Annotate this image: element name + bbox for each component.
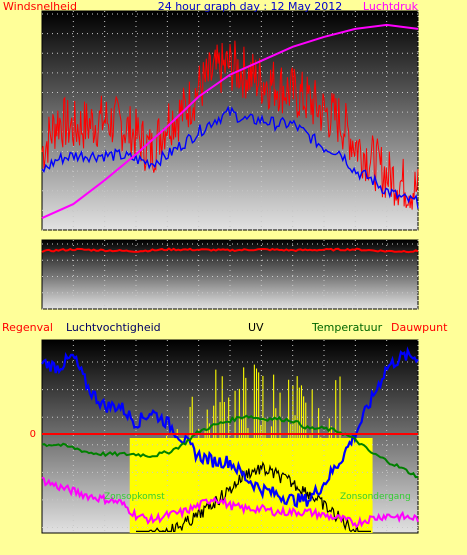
sunset-label: Zonsondergang (340, 492, 411, 502)
wind-direction-chart (41, 239, 419, 310)
wind-average-line (41, 105, 419, 209)
wind-gust-line (41, 40, 419, 210)
rain-value-label: 0 (30, 429, 36, 440)
pressure-axis-label: Luchtdruk (363, 0, 419, 13)
solar-line (136, 461, 371, 533)
temperature-axis-label: Temperatuur (311, 321, 383, 334)
temperature-line (41, 414, 419, 479)
sunrise-label: Zonsopkomst (104, 492, 165, 502)
humidity-uv-temperature-chart: 0 Zonsopkomst Zonsondergang Regenval Luc… (2, 321, 448, 534)
wind-pressure-chart: Windsnelheid 24 hour graph day : 12 May … (3, 0, 419, 231)
chart-title: 24 hour graph day : 12 May 2012 (158, 0, 343, 13)
uv-axis-label: UV (248, 321, 264, 334)
dewpoint-line (41, 476, 419, 529)
humidity-axis-label: Luchtvochtigheid (66, 321, 161, 334)
wind-axis-label: Windsnelheid (3, 0, 77, 13)
dewpoint-axis-label: Dauwpunt (391, 321, 448, 334)
wind-direction-line (41, 247, 419, 254)
pressure-line (41, 23, 419, 220)
rain-axis-label: Regenval (2, 321, 53, 334)
